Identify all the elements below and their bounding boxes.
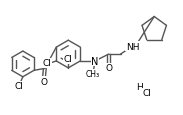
Text: NH: NH — [126, 42, 139, 51]
Text: Cl: Cl — [43, 59, 52, 68]
Text: N: N — [91, 56, 99, 66]
Text: H: H — [136, 82, 143, 91]
Text: Cl: Cl — [14, 81, 23, 90]
Text: O: O — [105, 64, 112, 73]
Text: Cl: Cl — [143, 88, 152, 97]
Text: Cl: Cl — [64, 55, 73, 64]
Text: O: O — [40, 77, 47, 86]
Text: CH₃: CH₃ — [86, 70, 100, 79]
